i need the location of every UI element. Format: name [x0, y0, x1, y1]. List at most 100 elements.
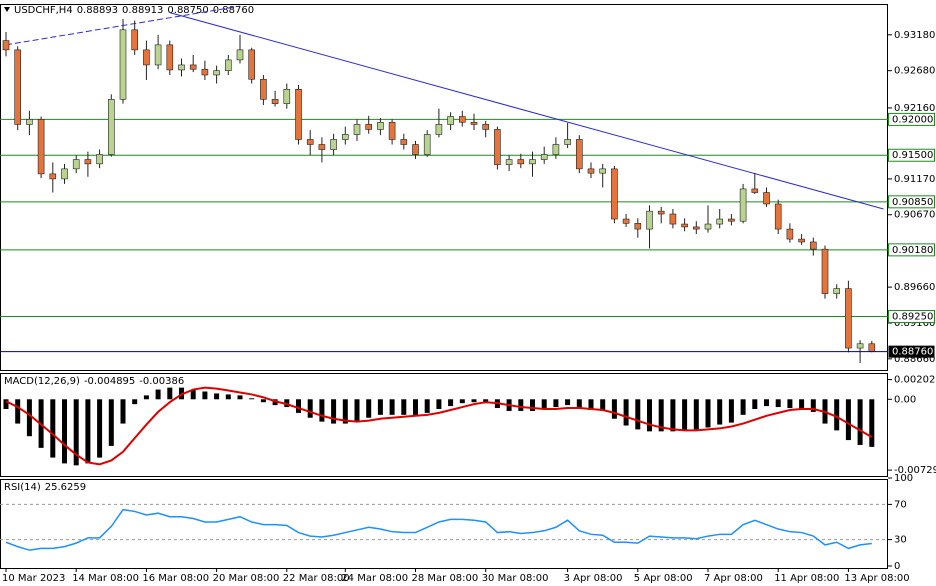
candle-body — [470, 121, 478, 125]
macd-bar — [366, 399, 372, 418]
candle-body — [341, 134, 349, 140]
candle-body — [388, 121, 396, 140]
candle-body — [72, 159, 80, 170]
level-label: 0.90850 — [892, 197, 933, 208]
macd-bar — [26, 399, 32, 437]
candle-body — [400, 139, 408, 145]
y-tick-label: 0.91170 — [894, 174, 935, 185]
x-tick-label: 28 Mar 08:00 — [412, 573, 479, 584]
candle-body — [330, 139, 337, 150]
candle-body — [505, 159, 513, 165]
macd-bar — [565, 399, 571, 406]
candle-body — [154, 44, 162, 66]
macd-bar — [752, 399, 758, 409]
macd-title: MACD(12,26,9) — [4, 376, 80, 387]
x-tick-label: 20 Mar 08:00 — [213, 573, 280, 584]
candle-body — [798, 238, 805, 243]
macd-bar — [764, 399, 769, 407]
macd-bar — [331, 399, 337, 424]
candle-body — [622, 218, 630, 224]
x-tick-label: 16 Mar 08:00 — [142, 573, 209, 584]
candle-body — [692, 226, 700, 230]
rsi-title: RSI(14) — [4, 482, 41, 493]
symbol: USDCHF,H4 — [14, 5, 73, 16]
candle-body — [821, 248, 829, 294]
macd-bar — [167, 387, 173, 400]
candle-body — [669, 213, 677, 225]
y-tick-label: -0.00729 — [894, 465, 936, 476]
candle-body — [599, 168, 607, 174]
macd-bar — [225, 394, 231, 400]
candle-body — [564, 139, 571, 145]
candle-body — [189, 64, 197, 70]
macd-bar — [319, 399, 325, 422]
header-value: 25.6259 — [45, 482, 86, 493]
macd-bar — [85, 399, 91, 464]
candle-body — [108, 99, 115, 155]
candle-body — [84, 159, 92, 165]
macd-bar — [377, 399, 383, 415]
header-value: -0.004895 — [84, 376, 135, 387]
candle-body — [751, 188, 759, 193]
macd-bar — [413, 399, 418, 416]
candle-body — [201, 68, 209, 76]
y-tick-label: 0.92680 — [894, 66, 935, 77]
macd-bar — [307, 399, 313, 418]
macd-bar — [576, 399, 582, 409]
y-tick-label: 0.93180 — [894, 30, 935, 41]
macd-bar — [682, 399, 688, 431]
candle-body — [646, 210, 653, 230]
candle-body — [833, 288, 841, 294]
macd-bar — [143, 395, 149, 400]
macd-bar — [728, 399, 734, 423]
candle-body — [236, 49, 244, 61]
candle-body — [774, 203, 782, 230]
macd-bar — [389, 399, 395, 415]
macd-header: MACD(12,26,9) -0.004895 -0.00386 — [4, 376, 184, 387]
y-tick-label: 0.002028 — [894, 375, 936, 386]
y-tick-label: 0.89160 — [894, 318, 935, 329]
y-tick-label: 30 — [894, 535, 907, 546]
candle-body — [809, 241, 817, 250]
candle-body — [166, 44, 174, 71]
macd-bar — [693, 399, 699, 430]
x-tick-label: 7 Apr 08:00 — [704, 573, 763, 584]
candle-body — [306, 139, 314, 145]
macd-bar — [202, 391, 208, 400]
macd-bar — [787, 399, 793, 409]
candle-body — [178, 64, 185, 71]
header-value: 0.88760 — [213, 5, 254, 16]
macd-bar — [623, 399, 629, 426]
macd-bar — [108, 399, 114, 446]
macd-bar — [588, 399, 594, 410]
level-label-box — [888, 148, 935, 162]
macd-bar — [471, 399, 477, 403]
macd-bar — [869, 399, 875, 447]
candle-body — [131, 29, 138, 51]
macd-bar — [775, 399, 781, 408]
macd-bar — [530, 399, 535, 411]
macd-bar — [553, 399, 559, 408]
macd-bar — [436, 399, 442, 409]
candle-body — [37, 119, 45, 175]
candle-body — [494, 129, 501, 165]
header-value: 0.88750 — [167, 5, 208, 16]
level-label: 0.89250 — [892, 312, 933, 323]
macd-bar — [50, 399, 56, 458]
macd-bar — [834, 399, 840, 431]
x-tick-label: 22 Mar 08:00 — [283, 573, 350, 584]
candle-body — [225, 59, 232, 71]
y-tick-label: 0.92160 — [894, 103, 935, 114]
header-value: -0.00386 — [139, 376, 184, 387]
macd-bar — [97, 399, 103, 458]
level-label-box — [888, 195, 935, 209]
rsi-header: RSI(14) 25.6259 — [4, 482, 86, 493]
signal-line — [5, 386, 873, 466]
candle-body — [704, 223, 712, 230]
macd-bar — [857, 399, 863, 445]
candle-body — [786, 228, 794, 240]
price-label: 0.88760 — [892, 347, 933, 358]
candle-body — [634, 223, 642, 230]
